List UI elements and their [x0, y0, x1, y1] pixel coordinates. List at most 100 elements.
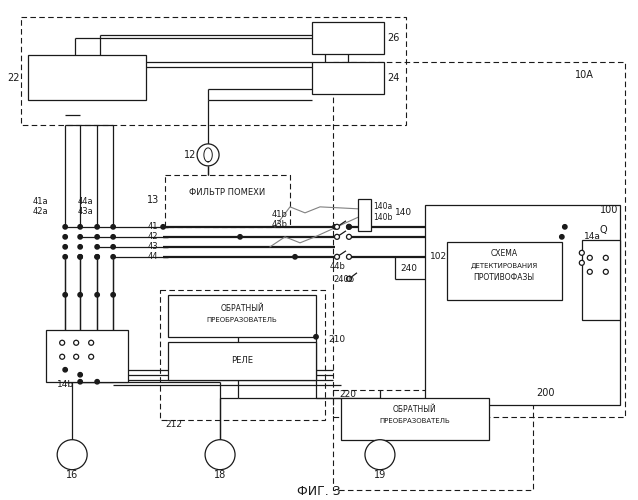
Circle shape — [95, 380, 100, 384]
Text: ПРОТИВОФАЗЫ: ПРОТИВОФАЗЫ — [473, 274, 535, 282]
Text: 240: 240 — [400, 264, 417, 274]
Circle shape — [78, 292, 82, 297]
Bar — [359, 199, 371, 231]
Bar — [165, 175, 290, 227]
Circle shape — [579, 250, 584, 256]
Circle shape — [563, 224, 567, 229]
Text: 14b: 14b — [57, 380, 74, 389]
Circle shape — [95, 254, 100, 259]
Circle shape — [604, 256, 608, 260]
Bar — [333, 62, 625, 416]
Circle shape — [63, 254, 68, 259]
Text: 140a: 140a — [373, 202, 392, 211]
Circle shape — [78, 380, 82, 384]
Circle shape — [346, 234, 352, 240]
Bar — [21, 17, 406, 125]
Text: 41: 41 — [147, 222, 158, 232]
Circle shape — [73, 354, 78, 360]
Circle shape — [78, 254, 82, 259]
Circle shape — [95, 234, 100, 239]
Circle shape — [238, 234, 242, 239]
Circle shape — [78, 234, 82, 239]
Bar — [160, 290, 325, 420]
Circle shape — [334, 234, 339, 240]
Text: 44a: 44a — [77, 198, 93, 206]
Text: ФИГ. 3: ФИГ. 3 — [297, 485, 341, 498]
Text: 220: 220 — [339, 390, 356, 399]
Circle shape — [78, 372, 82, 377]
Text: РЕЛЕ: РЕЛЕ — [231, 356, 253, 366]
Text: 22: 22 — [8, 73, 20, 83]
Circle shape — [111, 224, 115, 229]
Bar — [312, 22, 384, 54]
Text: 44b: 44b — [330, 262, 346, 272]
Text: ПРЕОБРАЗОВАТЕЛЬ: ПРЕОБРАЗОВАТЕЛЬ — [207, 317, 278, 323]
Circle shape — [334, 254, 339, 260]
Text: 42: 42 — [147, 232, 158, 241]
Text: 26: 26 — [387, 33, 399, 43]
Text: ОБРАТНЫЙ: ОБРАТНЫЙ — [393, 405, 437, 414]
Circle shape — [346, 224, 352, 230]
Circle shape — [333, 224, 338, 229]
Bar — [312, 62, 384, 94]
Bar — [447, 242, 562, 300]
Circle shape — [89, 340, 94, 345]
Circle shape — [63, 292, 68, 297]
Circle shape — [588, 256, 592, 260]
Text: 44: 44 — [147, 252, 158, 262]
Circle shape — [73, 340, 78, 345]
Circle shape — [334, 224, 339, 230]
Bar — [28, 55, 146, 100]
Text: 18: 18 — [214, 470, 226, 480]
Circle shape — [560, 234, 564, 239]
Text: 43: 43 — [147, 242, 158, 252]
Bar — [425, 205, 619, 404]
Text: 43b: 43b — [272, 220, 288, 230]
Circle shape — [95, 292, 100, 297]
Text: ДЕТЕКТИРОВАНИЯ: ДЕТЕКТИРОВАНИЯ — [470, 263, 537, 269]
Circle shape — [588, 270, 592, 274]
Circle shape — [95, 224, 100, 229]
Circle shape — [111, 254, 115, 259]
Text: 12: 12 — [184, 150, 196, 160]
Text: 43a: 43a — [77, 208, 93, 216]
Bar — [168, 295, 316, 337]
Text: 212: 212 — [165, 420, 182, 429]
Text: 10A: 10A — [575, 70, 594, 80]
Text: СХЕМА: СХЕМА — [491, 250, 517, 258]
Circle shape — [78, 254, 82, 259]
Circle shape — [60, 354, 64, 360]
Text: 140b: 140b — [373, 214, 392, 222]
Text: ПРЕОБРАЗОВАТЕЛЬ: ПРЕОБРАЗОВАТЕЛЬ — [380, 418, 450, 424]
Circle shape — [205, 440, 235, 470]
Circle shape — [579, 260, 584, 266]
Text: ФИЛЬТР ПОМЕХИ: ФИЛЬТР ПОМЕХИ — [189, 188, 265, 198]
Text: 42a: 42a — [32, 208, 48, 216]
Circle shape — [365, 440, 395, 470]
Text: 16: 16 — [66, 470, 78, 480]
Circle shape — [95, 244, 100, 249]
Text: 210: 210 — [328, 336, 345, 344]
Text: 19: 19 — [374, 470, 386, 480]
Circle shape — [111, 244, 115, 249]
Text: 13: 13 — [147, 195, 159, 205]
Bar — [46, 330, 128, 382]
Text: 24: 24 — [387, 73, 399, 83]
Circle shape — [95, 254, 100, 259]
Circle shape — [63, 244, 68, 249]
Bar — [341, 398, 489, 440]
Text: 240b: 240b — [333, 276, 354, 284]
Circle shape — [111, 234, 115, 239]
Text: Q: Q — [600, 225, 607, 235]
Text: 140: 140 — [395, 208, 412, 218]
Bar — [168, 342, 316, 380]
Circle shape — [111, 292, 115, 297]
Circle shape — [60, 340, 64, 345]
Circle shape — [63, 224, 68, 229]
Circle shape — [346, 276, 352, 281]
Circle shape — [604, 270, 608, 274]
Text: 100: 100 — [600, 205, 618, 215]
Circle shape — [161, 224, 165, 229]
Circle shape — [63, 234, 68, 239]
Bar — [582, 240, 619, 320]
